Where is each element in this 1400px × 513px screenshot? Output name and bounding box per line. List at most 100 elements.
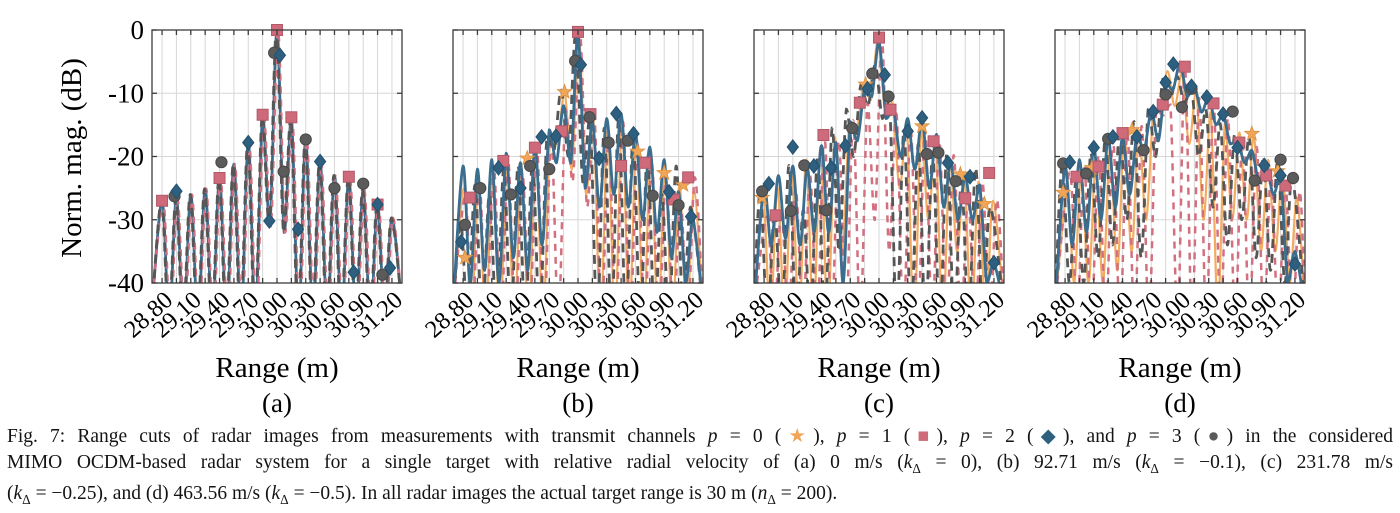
diamond-marker — [1146, 103, 1160, 120]
subplot-label-a: (a) — [262, 388, 292, 418]
diamond-marker — [263, 213, 276, 230]
diamond-marker — [786, 138, 800, 156]
diamond-marker — [1258, 157, 1271, 174]
y-tick-label: -10 — [108, 78, 144, 108]
circle-marker — [1286, 171, 1300, 185]
circle-marker — [1175, 101, 1189, 114]
curve-p1 — [454, 30, 703, 283]
math-subscript: Δ — [280, 492, 289, 508]
caption-line-2: MIMO OCDM-based radar system for a singl… — [7, 451, 1394, 476]
x-axis-label-d: Range (m) — [1118, 352, 1242, 384]
x-tick-labels: 28.8029.1029.4029.7030.0030.3030.6030.90… — [119, 286, 408, 343]
diamond-marker — [383, 259, 397, 276]
axes — [753, 29, 1005, 284]
star-marker — [655, 164, 673, 181]
circle-marker — [1274, 153, 1287, 166]
circle-marker — [299, 133, 312, 146]
diamond-marker — [492, 159, 505, 176]
markers — [1054, 56, 1302, 273]
subplot-b: 28.8029.1029.4029.7030.0030.3030.6030.90… — [420, 25, 709, 343]
curves — [453, 30, 703, 283]
figure-caption: Fig. 7: Range cuts of radar images from … — [7, 424, 1393, 513]
diamond-marker — [371, 196, 384, 213]
circle-marker — [1226, 105, 1239, 118]
math-var: k — [271, 483, 281, 505]
subplot-label-c: (c) — [864, 388, 894, 418]
caption-line-1: Fig. 7: Range cuts of radar images from … — [7, 426, 1394, 447]
x-tick-labels: 28.8029.1029.4029.7030.0030.3030.6030.90… — [721, 286, 1010, 343]
math-var: p — [707, 426, 718, 447]
circle-marker — [328, 182, 341, 195]
math-var: p — [836, 426, 847, 447]
circle-marker — [882, 90, 895, 103]
diamond-marker — [762, 175, 776, 192]
math-subscript: Δ — [1150, 460, 1159, 476]
diamond-icon: ◆ — [1033, 426, 1064, 447]
diamond-marker — [963, 168, 977, 185]
square-marker — [213, 172, 226, 185]
star-marker — [629, 142, 646, 159]
math-subscript: Δ — [767, 492, 776, 508]
math-var: k — [903, 451, 913, 473]
markers — [753, 31, 1001, 271]
circle-marker — [1159, 88, 1172, 101]
x-axis-label-b: Range (m) — [516, 352, 640, 384]
diamond-marker — [242, 134, 255, 151]
y-tick-label: 0 — [131, 15, 145, 45]
square-marker — [1260, 169, 1273, 182]
diamond-marker — [1288, 256, 1302, 273]
curve-p3 — [453, 32, 702, 283]
diamond-marker — [627, 125, 640, 142]
circle-marker — [277, 165, 290, 178]
circle-marker — [1080, 167, 1093, 180]
diamond-marker — [807, 157, 821, 175]
square-marker — [959, 192, 972, 205]
diamond-marker — [941, 154, 955, 171]
square-marker — [256, 108, 269, 121]
diamond-marker — [273, 47, 287, 64]
square-marker — [285, 111, 298, 124]
diamond-marker — [684, 208, 698, 225]
grid — [152, 30, 402, 283]
curve-p2 — [453, 31, 702, 283]
subplot-c: 28.8029.1029.4029.7030.0030.3030.6030.90… — [721, 29, 1010, 343]
diamond-marker — [1216, 106, 1230, 123]
circle-marker — [920, 147, 933, 161]
circle-marker — [357, 177, 370, 190]
diamond-marker — [824, 159, 838, 176]
circle-marker — [949, 175, 962, 188]
square-marker — [884, 103, 897, 116]
curve-p2 — [754, 39, 1001, 283]
diamond-marker — [915, 109, 929, 126]
circle-marker — [1248, 174, 1261, 187]
circle-marker — [458, 218, 472, 231]
circle-marker — [524, 159, 537, 173]
diamond-marker — [1106, 128, 1120, 145]
diamond-marker — [1274, 167, 1287, 184]
circle-marker — [504, 188, 518, 201]
diamond-marker — [901, 123, 914, 140]
x-tick-labels: 28.8029.1029.4029.7030.0030.3030.6030.90… — [420, 286, 709, 343]
diamond-marker — [1200, 89, 1214, 106]
diamond-marker — [1063, 154, 1077, 171]
star-marker — [952, 165, 969, 182]
circle-marker — [820, 204, 833, 217]
diamond-marker — [1231, 139, 1244, 156]
diamond-marker — [170, 183, 183, 200]
square-marker — [817, 128, 830, 141]
square-marker — [1116, 127, 1129, 140]
circle-marker — [583, 111, 596, 124]
subplot-label-d: (d) — [1164, 388, 1196, 418]
diamond-marker — [574, 56, 588, 73]
x-axis-label-c: Range (m) — [817, 352, 941, 384]
star-marker — [1054, 183, 1072, 200]
star-marker — [456, 248, 474, 265]
circle-marker — [1137, 144, 1150, 157]
star-marker — [1243, 124, 1261, 141]
curve-p3 — [754, 63, 1003, 283]
square-marker — [342, 170, 355, 183]
subplot-label-b: (b) — [562, 388, 594, 418]
subplot-d: 28.8029.1029.4029.7030.0030.3030.6030.90… — [1022, 29, 1311, 343]
square-marker — [927, 135, 940, 148]
diamond-marker — [535, 128, 548, 145]
